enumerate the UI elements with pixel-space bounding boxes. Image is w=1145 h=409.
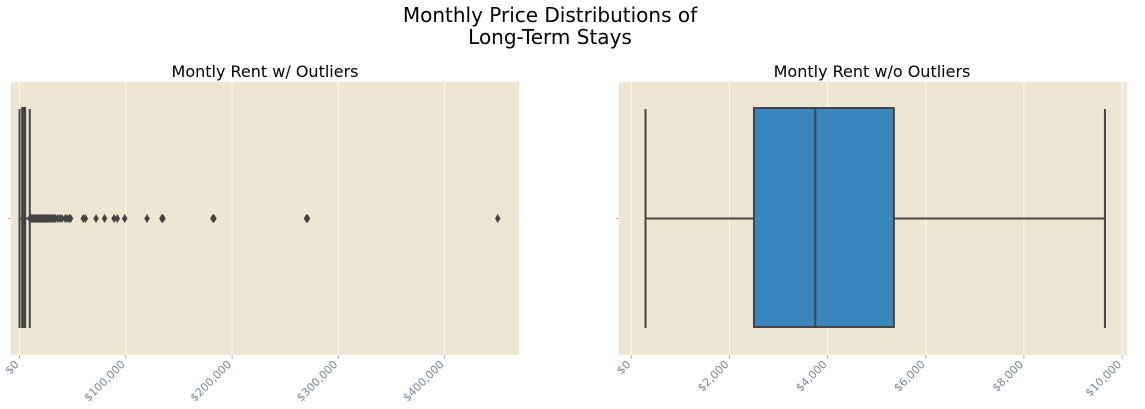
outlier-point (304, 214, 311, 223)
outlier-point (121, 214, 128, 223)
panel-title-with-outliers: Montly Rent w/ Outliers (172, 62, 359, 81)
x-tick-label: $300,000 (294, 358, 340, 404)
iqr-box (752, 107, 895, 328)
x-tick-label: $0 (3, 358, 22, 377)
x-tick-label: $200,000 (188, 358, 234, 404)
outlier-point (93, 214, 99, 223)
boxplot-panel-with-outliers: $0 $100,000 $200,000 $300,000 $400,000 Montly… (3, 62, 519, 404)
outlier-point (111, 214, 117, 223)
panel-title-without-outliers: Montly Rent w/o Outliers (774, 62, 971, 81)
x-tick-label: $6,000 (891, 358, 927, 394)
x-tick-label: $0 (614, 358, 633, 377)
outlier-point (114, 214, 121, 223)
x-tick-label: $8,000 (990, 358, 1026, 394)
x-tick-label: $4,000 (793, 358, 829, 394)
figure-title-line-1: Monthly Price Distributions of (403, 3, 698, 27)
x-tick-label: $400,000 (400, 358, 446, 404)
x-tick-label: $10,000 (1083, 358, 1124, 399)
outlier-point (101, 214, 108, 223)
outlier-point (82, 214, 89, 223)
outlier-point (160, 214, 166, 223)
outlier-point (59, 214, 65, 223)
outlier-point (494, 214, 501, 223)
outlier-point (67, 214, 74, 223)
outlier-point (211, 214, 217, 223)
x-tick-label: $100,000 (82, 358, 128, 404)
figure-title-line-2: Long-Term Stays (468, 25, 632, 49)
x-tick-label: $2,000 (695, 358, 731, 394)
boxplot-panel-without-outliers: $0 $2,000 $4,000 $6,000 $8,000 $10,000 Montly … (614, 62, 1127, 399)
outlier-point (144, 214, 150, 223)
